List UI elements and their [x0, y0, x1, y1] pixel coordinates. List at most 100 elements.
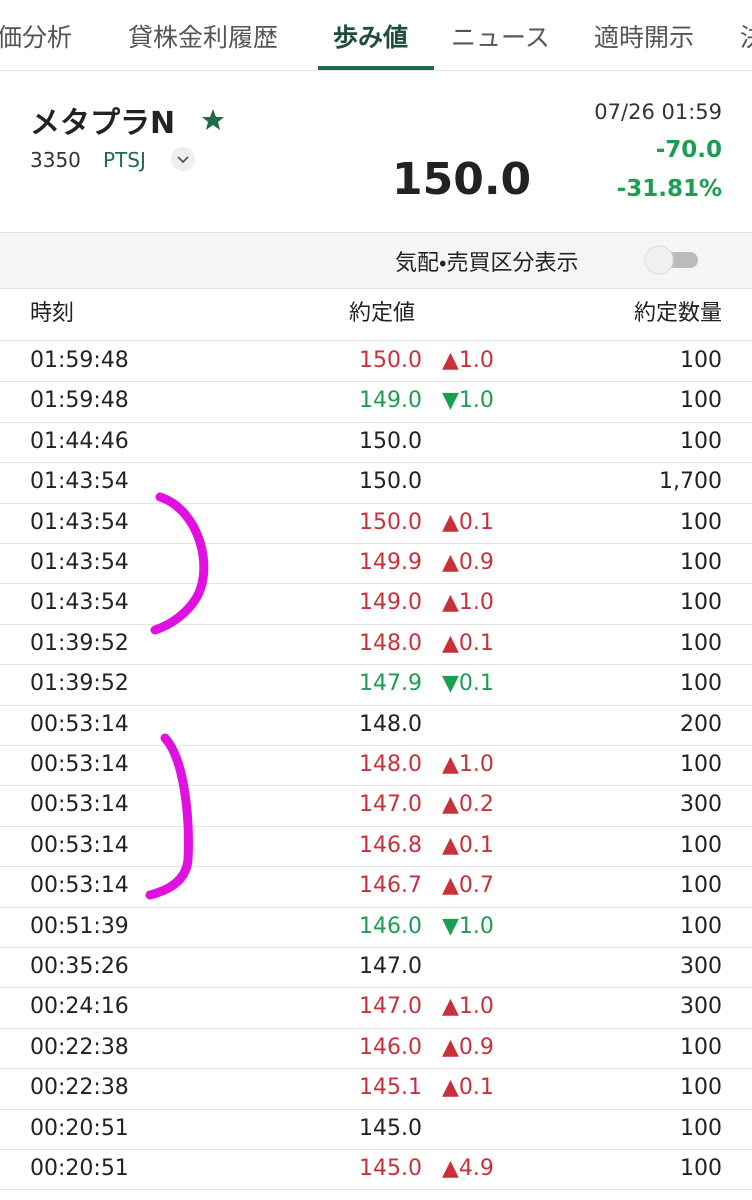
trade-price: 150.0	[359, 509, 422, 535]
trade-price: 150.0	[359, 348, 422, 373]
trade-price: 147.0	[359, 994, 422, 1020]
tab[interactable]: 決算	[740, 18, 752, 54]
divider	[0, 543, 752, 544]
datetime: 07/26 01:59	[594, 100, 722, 124]
trade-time: 00:35:26	[30, 954, 129, 979]
divider	[0, 785, 752, 787]
trade-price: 150.0	[359, 428, 422, 454]
stock-name: メタプラN	[30, 106, 176, 141]
price-change: ▲1.0	[442, 348, 494, 373]
price-change: ▲1.0	[442, 752, 494, 777]
divider	[0, 664, 752, 666]
trade-time: 01:39:52	[30, 630, 129, 656]
price-change: ▼1.0	[442, 913, 494, 939]
divider	[0, 825, 752, 827]
price-change: ▲0.1	[442, 1075, 494, 1101]
trade-time: 00:53:14	[30, 873, 129, 899]
trade-volume: 300	[680, 994, 722, 1020]
column-header: 約定値	[348, 301, 415, 326]
market-dropdown[interactable]	[171, 147, 195, 171]
tab[interactable]: 歩み値	[333, 23, 409, 52]
trade-price: 147.0	[359, 792, 422, 818]
divider	[0, 502, 752, 504]
trade-price: 147.9	[359, 671, 422, 697]
trade-price: 149.0	[359, 388, 422, 414]
trade-time: 01:39:52	[30, 671, 129, 697]
trade-volume: 100	[680, 1075, 722, 1101]
trade-time: 00:51:39	[30, 913, 129, 939]
trade-time: 00:53:14	[30, 711, 129, 737]
divider	[0, 866, 752, 868]
trade-volume: 100	[680, 1156, 722, 1181]
trade-volume: 100	[680, 630, 722, 656]
stock-code: 3350	[30, 148, 81, 172]
trade-volume: 100	[680, 832, 722, 858]
trade-price: 146.8	[359, 832, 422, 858]
trade-volume: 1,700	[659, 469, 722, 495]
trade-price: 148.0	[359, 752, 422, 777]
trade-volume: 100	[680, 752, 722, 777]
trade-price: 146.7	[359, 873, 422, 899]
divider	[0, 381, 752, 383]
trade-price: 149.9	[359, 550, 422, 575]
tab[interactable]: 適時開示	[594, 23, 695, 52]
market[interactable]: PTSJ	[103, 148, 146, 172]
trade-price: 149.0	[359, 590, 422, 616]
trade-price: 146.0	[359, 1034, 422, 1060]
trade-price: 148.0	[359, 630, 422, 656]
trade-volume: 100	[680, 913, 722, 939]
trade-time: 01:44:46	[30, 428, 129, 454]
toggle-switch[interactable]	[640, 243, 702, 277]
tab[interactable]: 株価分析	[0, 23, 73, 52]
trade-time: 01:43:54	[30, 469, 129, 495]
divider	[0, 1108, 752, 1110]
divider	[0, 421, 752, 423]
trade-price: 145.1	[359, 1075, 422, 1101]
trade-time: 01:43:54	[30, 509, 129, 535]
trade-volume: 100	[680, 590, 722, 616]
divider	[0, 1068, 752, 1070]
tab[interactable]: ニュース	[451, 23, 550, 52]
annotation-bracket	[145, 733, 193, 900]
price-change: ▲1.0	[442, 994, 494, 1020]
column-header: 約定数量	[633, 301, 722, 326]
toggle-label: 気配・売買区分表示	[395, 251, 579, 276]
favorite-star[interactable]	[201, 108, 225, 132]
divider	[0, 70, 752, 71]
divider	[0, 623, 752, 625]
price-change: ▲1.0	[442, 590, 494, 616]
price-change: ▲0.1	[442, 630, 494, 656]
trade-volume: 100	[680, 428, 722, 454]
annotation-bracket	[150, 492, 209, 635]
trade-time: 00:22:38	[30, 1075, 129, 1101]
tab[interactable]: 貸株金利履歴	[128, 23, 279, 52]
trade-time: 01:43:54	[30, 590, 129, 616]
divider	[0, 906, 752, 908]
trade-price: 147.0	[359, 954, 422, 979]
divider	[0, 704, 752, 706]
change-pct: -31.81%	[616, 176, 722, 202]
price-change: ▲0.9	[442, 1034, 494, 1060]
price-change: ▲0.7	[442, 873, 494, 899]
trade-time: 00:20:51	[30, 1115, 129, 1141]
trade-time: 01:59:48	[30, 388, 129, 414]
trade-volume: 100	[680, 873, 722, 899]
trade-volume: 100	[680, 388, 722, 414]
trade-volume: 100	[680, 550, 722, 575]
price-change: ▲4.9	[442, 1156, 494, 1181]
price-change: ▼1.0	[442, 388, 494, 414]
price-change: ▲0.9	[442, 550, 494, 575]
divider	[0, 340, 752, 341]
trade-volume: 300	[680, 954, 722, 979]
trade-price: 150.0	[359, 469, 422, 495]
trade-volume: 100	[680, 509, 722, 535]
trade-volume: 100	[680, 1115, 722, 1141]
divider	[0, 1149, 752, 1150]
trade-time: 00:24:16	[30, 994, 129, 1020]
trade-time: 00:53:14	[30, 752, 129, 777]
trade-volume: 100	[680, 671, 722, 697]
trade-volume: 100	[680, 348, 722, 373]
trade-volume: 300	[680, 792, 722, 818]
price-change: ▲0.2	[442, 792, 494, 818]
